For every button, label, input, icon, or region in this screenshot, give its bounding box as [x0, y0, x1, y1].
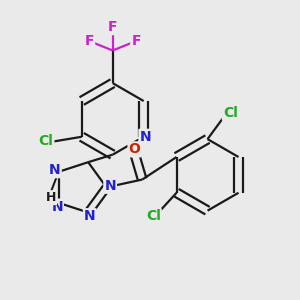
Text: Cl: Cl — [223, 106, 238, 120]
Text: N: N — [84, 209, 96, 223]
Text: N: N — [51, 200, 63, 214]
Text: N: N — [104, 179, 116, 193]
Text: Cl: Cl — [38, 134, 53, 148]
Text: H: H — [46, 191, 56, 204]
Text: F: F — [131, 34, 141, 48]
Text: N: N — [140, 130, 151, 144]
Text: O: O — [128, 142, 140, 156]
Text: F: F — [108, 20, 117, 34]
Text: N: N — [49, 163, 61, 177]
Text: F: F — [85, 34, 94, 48]
Text: Cl: Cl — [146, 209, 161, 223]
